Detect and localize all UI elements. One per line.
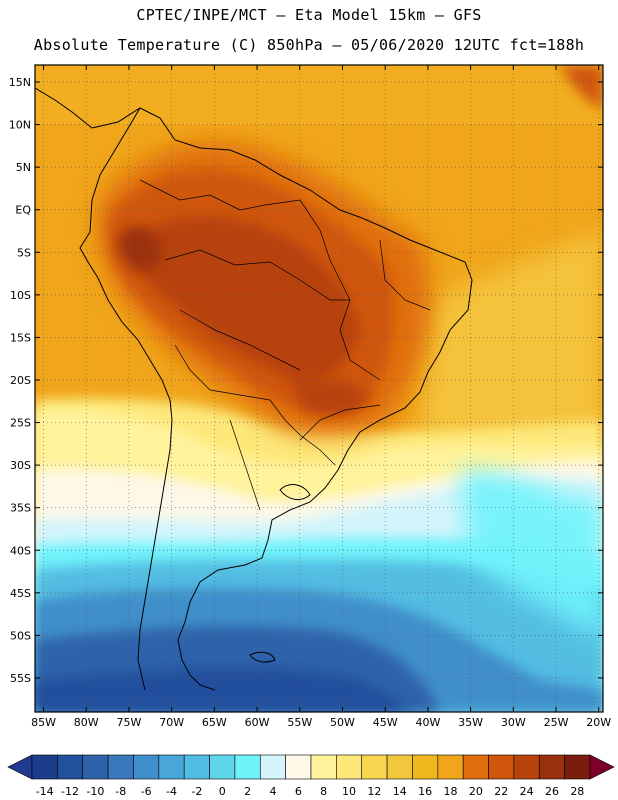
longitude-labels: 85W 80W 75W 70W 65W 60W 55W 50W 45W 40W 35W 30W 25W 2… (31, 65, 611, 729)
colorbar-label: -6 (141, 785, 152, 798)
lat-label: 55S (10, 672, 31, 685)
lat-label: 30S (10, 459, 31, 472)
lat-label: 10N (9, 119, 31, 132)
colorbar-label: 24 (520, 785, 534, 798)
lat-label: 10S (10, 289, 31, 302)
colorbar-swatch (183, 754, 210, 780)
map-title-line1: CPTEC/INPE/MCT – Eta Model 15km – GFS (136, 6, 482, 24)
map-frame (34, 64, 604, 713)
colorbar-swatch (57, 754, 84, 780)
colorbar-label: -8 (115, 785, 126, 798)
lat-label: 50S (10, 629, 31, 642)
lon-label: 20W (586, 716, 611, 729)
colorbar-label: 18 (444, 785, 458, 798)
lat-label: 40S (10, 544, 31, 557)
colorbar-labels: -14 -12 -10 -8 -6 -4 -2 0 2 4 6 8 10 12 14 16 18 20 22 24 26… (36, 785, 585, 798)
colorbar-under-arrow (7, 754, 33, 780)
lat-label: 35S (10, 502, 31, 515)
colorbar-label: 26 (545, 785, 559, 798)
lon-label: 35W (458, 716, 483, 729)
colorbar-label: -12 (61, 785, 79, 798)
lat-label: 25S (10, 417, 31, 430)
lon-label: 70W (159, 716, 184, 729)
colorbar-label: 8 (320, 785, 327, 798)
lat-label: 5S (17, 246, 31, 259)
colorbar-swatch (285, 754, 312, 780)
colorbar-label: 6 (295, 785, 302, 798)
colorbar-swatch (462, 754, 489, 780)
colorbar-swatch (133, 754, 160, 780)
colorbar-swatch (158, 754, 185, 780)
map-title-line2: Absolute Temperature (C) 850hPa – 05/06/… (33, 36, 585, 54)
colorbar-swatch (107, 754, 134, 780)
lon-label: 45W (373, 716, 398, 729)
colorbar-swatch (513, 754, 540, 780)
graticule (35, 65, 603, 712)
lon-label: 40W (415, 716, 440, 729)
colorbar-swatch (386, 754, 413, 780)
lat-label: 45S (10, 587, 31, 600)
colorbar-over-arrow (589, 754, 615, 780)
lat-label: 15N (9, 76, 31, 89)
colorbar-label: -4 (166, 785, 177, 798)
country-borders (139, 179, 431, 511)
lon-label: 25W (544, 716, 569, 729)
colorbar-label: 2 (244, 785, 251, 798)
lon-label: 75W (117, 716, 142, 729)
colorbar-label: -2 (191, 785, 202, 798)
lon-label: 85W (31, 716, 56, 729)
colorbar-swatch (437, 754, 464, 780)
colorbar-label: 16 (418, 785, 432, 798)
colorbar-swatch (564, 754, 591, 780)
lat-label: 15S (10, 331, 31, 344)
colorbar-label: 10 (342, 785, 356, 798)
lat-label: 20S (10, 374, 31, 387)
colorbar-swatch (234, 754, 261, 780)
lon-label: 80W (74, 716, 99, 729)
lon-label: 55W (287, 716, 312, 729)
colorbar-label: 28 (570, 785, 584, 798)
colorbar-swatch (209, 754, 236, 780)
colorbar-swatch (31, 754, 58, 780)
colorbar-label: 22 (494, 785, 508, 798)
lon-label: 60W (245, 716, 270, 729)
colorbar-label: -10 (86, 785, 104, 798)
colorbar-label: 20 (469, 785, 483, 798)
colorbar (7, 754, 615, 780)
colorbar-label: -14 (36, 785, 54, 798)
lat-label: EQ (15, 204, 31, 217)
colorbar-swatch (488, 754, 515, 780)
colorbar-label: 4 (269, 785, 276, 798)
lon-label: 30W (501, 716, 526, 729)
lat-label: 5N (16, 161, 31, 174)
colorbar-swatch (310, 754, 337, 780)
colorbar-label: 14 (393, 785, 407, 798)
temperature-field (35, 65, 603, 712)
lon-label: 50W (330, 716, 355, 729)
colorbar-swatch (336, 754, 363, 780)
colorbar-swatch (412, 754, 439, 780)
colorbar-label: 0 (219, 785, 226, 798)
colorbar-swatch (538, 754, 565, 780)
colorbar-swatch (82, 754, 109, 780)
latitude-labels: 15N 10N 5N EQ 5S 10S 15S 20S 25S 30S 35S 40S 45S 50S 5… (9, 76, 603, 685)
colorbar-swatch (361, 754, 388, 780)
coastlines (35, 87, 473, 691)
lon-label: 65W (202, 716, 227, 729)
colorbar-swatch (259, 754, 286, 780)
colorbar-label: 12 (367, 785, 381, 798)
